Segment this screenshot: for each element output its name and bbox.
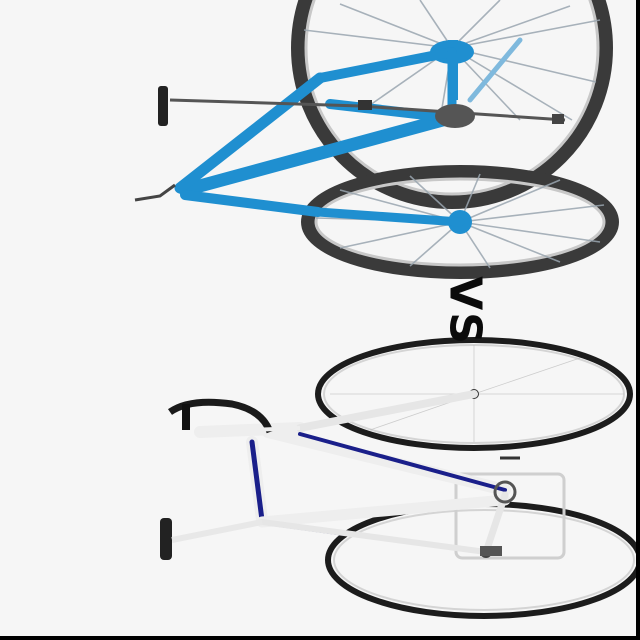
road-bike-crank — [480, 456, 520, 556]
bottom-black-border — [0, 636, 640, 640]
road-bike — [160, 337, 640, 619]
right-black-border — [636, 0, 640, 640]
road-bike-handlebar — [167, 398, 301, 434]
blue-bike-frame — [174, 37, 523, 227]
blue-bike-crank — [358, 100, 475, 128]
blue-bike — [134, 0, 619, 279]
blue-bike-front-wheel — [301, 165, 619, 279]
blue-bike-rear-wheel — [291, 0, 613, 209]
road-bike-rear-wheel — [325, 472, 640, 619]
vs-label: VS — [439, 276, 491, 346]
road-bike-saddle — [160, 518, 263, 560]
